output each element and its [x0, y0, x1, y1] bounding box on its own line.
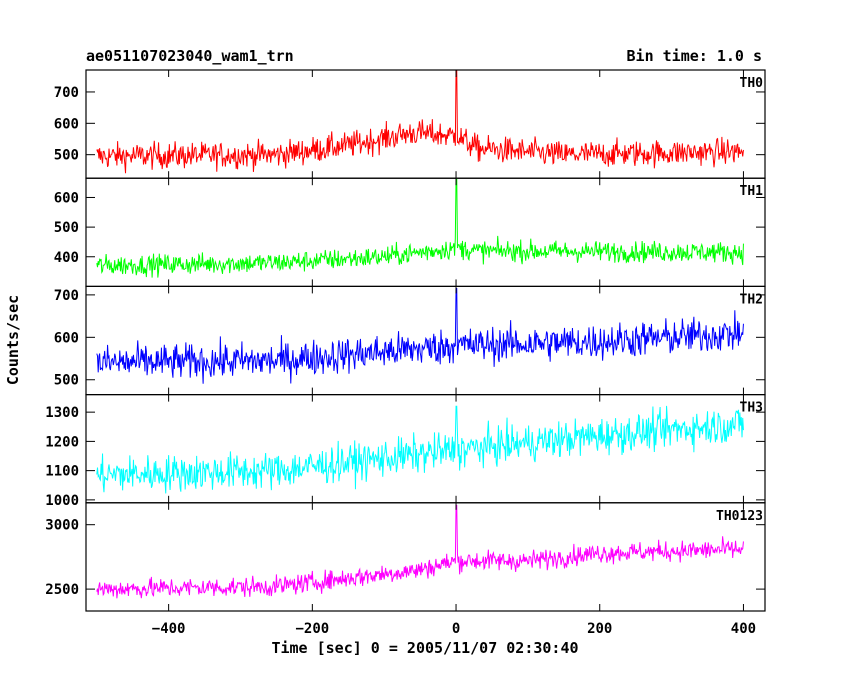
series-line-th1: [96, 178, 744, 278]
y-tick-label: 1200: [45, 434, 79, 450]
x-tick-label: −200: [295, 621, 329, 637]
x-tick-label: −400: [152, 621, 186, 637]
y-tick-label: 1100: [45, 464, 79, 480]
x-tick-label: 0: [452, 621, 460, 637]
y-tick-label: 600: [54, 190, 79, 206]
panel-label-th3: TH3: [740, 401, 763, 416]
series-line-th0: [96, 70, 744, 174]
series-line-th2: [96, 288, 744, 384]
y-tick-label: 1300: [45, 405, 79, 421]
x-tick-label: 400: [731, 621, 756, 637]
y-tick-label: 2500: [45, 582, 79, 598]
y-tick-label: 700: [54, 288, 79, 304]
chart-title-right: Bin time: 1.0 s: [627, 47, 762, 65]
y-tick-label: 600: [54, 116, 79, 132]
panel-frame-th0: [85, 69, 766, 179]
y-axis-label: Counts/sec: [4, 295, 22, 385]
y-tick-label: 400: [54, 250, 79, 266]
series-line-th0123: [96, 504, 744, 599]
y-tick-label: 500: [54, 148, 79, 164]
y-tick-label: 500: [54, 373, 79, 389]
chart-title-left: ae051107023040_wam1_trn: [86, 47, 294, 65]
y-tick-label: 600: [54, 330, 79, 346]
y-tick-label: 3000: [45, 518, 79, 534]
panel-label-th0: TH0: [740, 76, 764, 91]
y-tick-label: 500: [54, 220, 79, 236]
panels-group: 500 600 700 TH0 400 500 600 TH1 500 600 700 TH2 1000…: [45, 69, 766, 637]
panel-label-th0123: TH0123: [716, 509, 763, 524]
x-axis-label: Time [sec] 0 = 2005/11/07 02:30:40: [271, 639, 578, 657]
y-tick-label: 1000: [45, 493, 79, 509]
panel-frame-th3: [85, 394, 766, 504]
x-tick-label: 200: [587, 621, 612, 637]
panel-frame-th0123: [85, 502, 766, 612]
y-tick-label: 700: [54, 85, 79, 101]
panel-label-th2: TH2: [740, 292, 763, 307]
panel-label-th1: TH1: [740, 184, 764, 199]
series-line-th3: [96, 405, 744, 494]
